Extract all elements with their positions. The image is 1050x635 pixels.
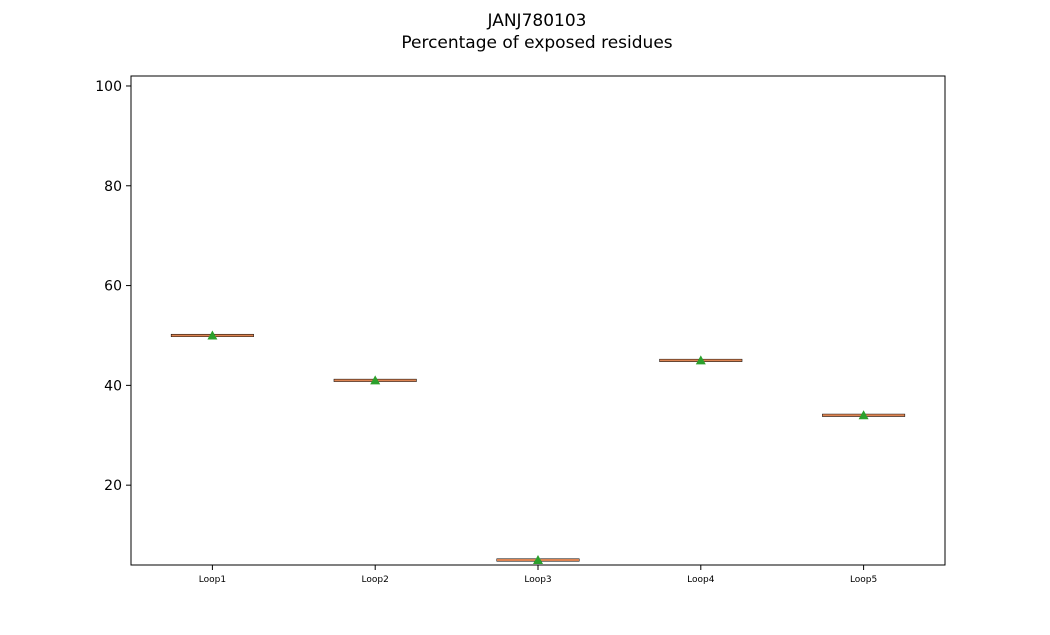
chart-subtitle: Percentage of exposed residues xyxy=(401,33,672,53)
mean-marker xyxy=(370,375,381,385)
y-axis: 20 40 60 80 100 xyxy=(95,79,131,494)
plot-area xyxy=(170,330,906,565)
x-tick-label: Loop1 xyxy=(199,575,226,585)
chart-title: JANJ780103 xyxy=(487,11,587,31)
y-tick-label: 40 xyxy=(104,378,122,394)
plot-frame xyxy=(130,75,946,566)
x-axis: Loop1 Loop2 Loop3 Loop4 Loop5 xyxy=(199,565,877,585)
x-tick-label: Loop3 xyxy=(524,575,551,585)
y-tick-label: 20 xyxy=(104,478,122,494)
mean-marker xyxy=(533,555,543,565)
y-tick-label: 80 xyxy=(104,179,122,195)
x-tick-label: Loop2 xyxy=(362,575,389,585)
y-tick-label: 100 xyxy=(95,79,122,95)
mean-marker xyxy=(858,410,869,420)
y-tick-label: 60 xyxy=(104,279,122,295)
mean-marker xyxy=(207,330,218,340)
x-tick-label: Loop4 xyxy=(687,575,715,585)
mean-marker xyxy=(695,355,706,365)
x-tick-label: Loop5 xyxy=(850,575,877,585)
